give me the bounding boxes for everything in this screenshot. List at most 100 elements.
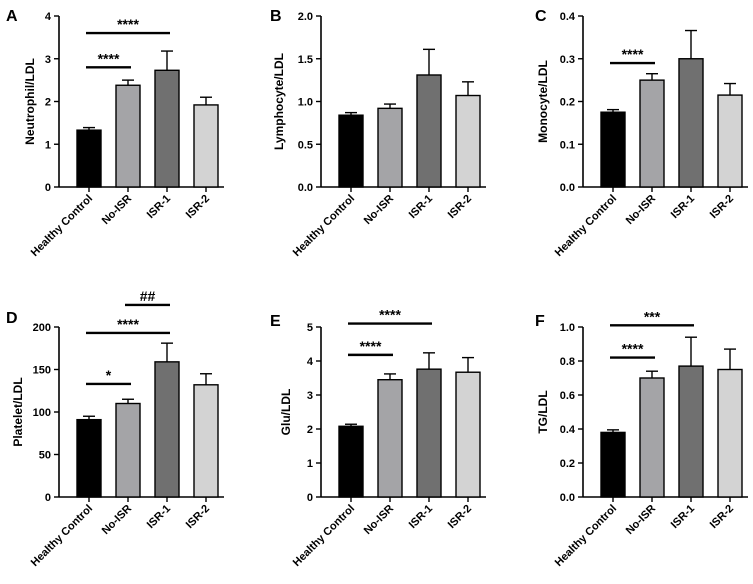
bar: [377, 107, 403, 188]
bar: [76, 129, 102, 188]
y-tick-label: 1.5: [298, 54, 313, 66]
y-tick-label: 0.4: [560, 11, 576, 23]
significance-label: ****: [622, 46, 644, 62]
bar: [639, 79, 665, 188]
significance-label: ****: [117, 316, 139, 332]
x-tick-label: ISR-1: [407, 193, 435, 221]
y-tick-label: 3: [307, 390, 313, 402]
y-tick-label: 0: [307, 492, 313, 504]
x-tick-label: No-ISR: [362, 193, 396, 227]
bar: [115, 402, 141, 498]
significance-label: ****: [622, 341, 644, 357]
y-tick-label: 2: [45, 97, 51, 109]
y-axis-label: Neutrophil/LDL: [23, 58, 37, 145]
bar: [678, 58, 704, 188]
panel-letter: C: [535, 8, 547, 25]
y-tick-label: 3: [45, 54, 51, 66]
bar: [455, 371, 481, 498]
x-tick-label: No-ISR: [624, 503, 658, 537]
x-tick-label: ISR-2: [708, 193, 736, 221]
y-axis-label: Monocyte/LDL: [536, 60, 550, 143]
y-tick-label: 0: [45, 182, 51, 194]
y-tick-label: 150: [33, 365, 51, 377]
bar: [416, 368, 442, 498]
y-tick-label: 1: [307, 458, 313, 470]
x-tick-label: No-ISR: [100, 193, 134, 227]
y-tick-label: 2: [307, 424, 313, 436]
x-tick-label: ISR-2: [184, 193, 212, 221]
y-axis-label: Glu/LDL: [279, 389, 293, 436]
y-tick-label: 0.0: [560, 492, 575, 504]
y-tick-label: 2.0: [298, 11, 313, 23]
x-tick-label: ISR-2: [446, 503, 474, 531]
significance-label: ***: [644, 308, 661, 324]
x-tick-label: ISR-2: [708, 503, 736, 531]
x-tick-label: ISR-1: [669, 193, 697, 221]
x-tick-label: Healthy Control: [291, 503, 357, 569]
y-tick-label: 1: [45, 139, 51, 151]
x-tick-label: ISR-2: [184, 503, 212, 531]
bar: [455, 94, 481, 188]
significance-label: ##: [140, 288, 156, 304]
y-tick-label: 5: [307, 322, 313, 334]
bar: [717, 94, 743, 188]
y-tick-label: 0: [45, 492, 51, 504]
y-tick-label: 0.0: [560, 182, 575, 194]
bar: [154, 361, 180, 498]
panel-letter: A: [6, 8, 18, 25]
y-tick-label: 50: [39, 450, 51, 462]
bar: [76, 418, 102, 498]
x-tick-label: ISR-1: [407, 503, 435, 531]
y-tick-label: 0.2: [560, 97, 575, 109]
x-tick-label: Healthy Control: [29, 503, 95, 569]
y-tick-label: 0.0: [298, 182, 313, 194]
bar: [193, 104, 219, 188]
panel-letter: D: [6, 310, 18, 327]
y-tick-label: 0.4: [560, 424, 576, 436]
bar: [377, 379, 403, 498]
significance-label: ****: [117, 16, 139, 32]
significance-label: ****: [360, 338, 382, 354]
y-tick-label: 100: [33, 407, 51, 419]
bar: [600, 111, 626, 188]
bar: [115, 84, 141, 188]
y-tick-label: 4: [45, 11, 52, 23]
y-tick-label: 0.8: [560, 356, 575, 368]
significance-label: ****: [379, 307, 401, 323]
y-tick-label: 0.1: [560, 139, 575, 151]
y-axis-label: Platelet/LDL: [11, 377, 25, 446]
bar: [193, 384, 219, 498]
bar: [338, 114, 364, 188]
x-tick-label: Healthy Control: [553, 193, 619, 259]
panel-letter: E: [270, 313, 281, 330]
significance-label: *: [106, 367, 112, 383]
significance-label: ****: [98, 50, 120, 66]
x-tick-label: Healthy Control: [29, 193, 95, 259]
y-tick-label: 200: [33, 322, 51, 334]
x-tick-label: ISR-2: [446, 193, 474, 221]
x-tick-label: Healthy Control: [291, 193, 357, 259]
x-tick-label: No-ISR: [624, 193, 658, 227]
x-tick-label: No-ISR: [100, 503, 134, 537]
panel-letter: F: [535, 313, 545, 330]
bar: [338, 425, 364, 498]
bar: [639, 377, 665, 498]
bar: [600, 431, 626, 498]
y-axis-label: TG/LDL: [536, 390, 550, 433]
x-tick-label: ISR-1: [145, 503, 173, 531]
y-tick-label: 4: [307, 356, 314, 368]
y-tick-label: 0.5: [298, 139, 313, 151]
x-tick-label: No-ISR: [362, 503, 396, 537]
y-tick-label: 0.6: [560, 390, 575, 402]
bar: [154, 69, 180, 188]
x-tick-label: Healthy Control: [553, 503, 619, 569]
y-tick-label: 0.2: [560, 458, 575, 470]
y-tick-label: 1.0: [298, 97, 313, 109]
x-tick-label: ISR-1: [145, 193, 173, 221]
x-tick-label: ISR-1: [669, 503, 697, 531]
panel-letter: B: [270, 8, 282, 25]
y-tick-label: 1.0: [560, 322, 575, 334]
bar: [416, 74, 442, 188]
y-axis-label: Lymphocyte/LDL: [272, 53, 286, 150]
